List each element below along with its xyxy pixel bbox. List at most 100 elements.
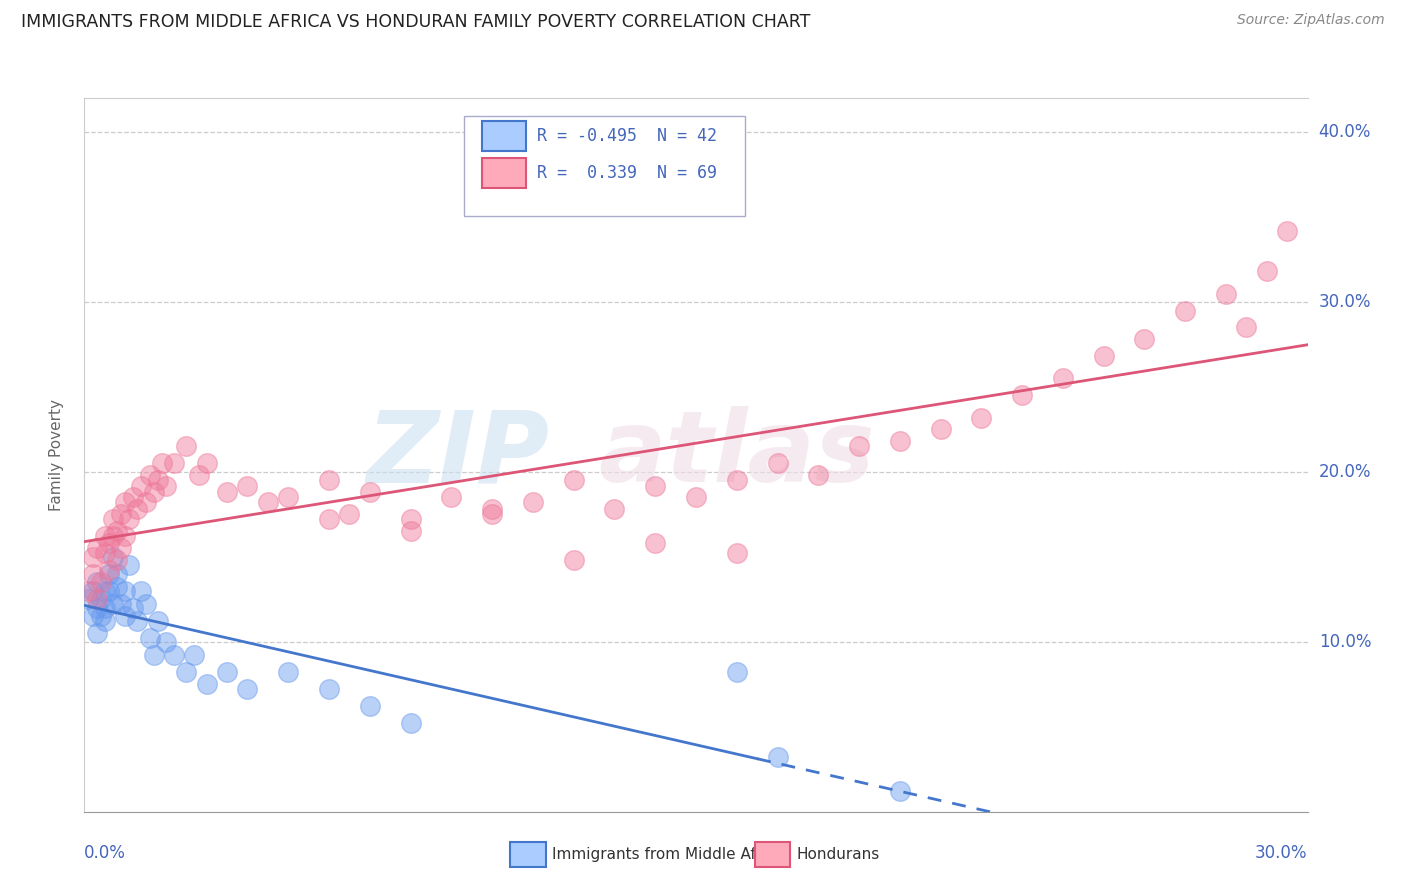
Text: Source: ZipAtlas.com: Source: ZipAtlas.com xyxy=(1237,13,1385,28)
Point xyxy=(90,592,112,607)
Text: Hondurans: Hondurans xyxy=(796,847,880,862)
Point xyxy=(131,478,153,492)
Text: atlas: atlas xyxy=(598,407,875,503)
Point xyxy=(77,592,100,607)
Point xyxy=(163,457,186,471)
Point xyxy=(257,495,280,509)
Point xyxy=(481,508,503,522)
Point xyxy=(82,609,104,624)
Point xyxy=(1174,303,1197,318)
Point xyxy=(105,524,128,539)
Point xyxy=(522,495,544,509)
Point xyxy=(110,598,132,612)
Point xyxy=(101,598,124,612)
Point xyxy=(114,609,136,624)
Point xyxy=(93,583,115,598)
Point xyxy=(725,546,748,560)
Point xyxy=(174,665,197,680)
Point xyxy=(359,485,381,500)
Point xyxy=(807,468,830,483)
Point xyxy=(163,648,186,663)
Point xyxy=(97,564,120,578)
Point xyxy=(174,439,197,453)
Point xyxy=(1215,286,1237,301)
Point xyxy=(82,583,104,598)
Point xyxy=(603,502,626,516)
Point xyxy=(135,598,157,612)
Point xyxy=(277,665,299,680)
Point xyxy=(93,546,115,560)
FancyBboxPatch shape xyxy=(482,121,526,151)
Point xyxy=(77,583,100,598)
Text: 20.0%: 20.0% xyxy=(1319,463,1371,481)
Point xyxy=(118,512,141,526)
Point xyxy=(118,558,141,573)
Point xyxy=(114,583,136,598)
Point xyxy=(195,677,218,691)
Point xyxy=(93,600,115,615)
Point xyxy=(122,600,145,615)
Point xyxy=(90,609,112,624)
Point xyxy=(929,422,952,436)
Point xyxy=(318,682,340,697)
Point xyxy=(155,478,177,492)
Point xyxy=(114,495,136,509)
FancyBboxPatch shape xyxy=(464,116,745,216)
Text: ZIP: ZIP xyxy=(366,407,550,503)
Point xyxy=(86,600,108,615)
Point xyxy=(236,682,259,697)
Point xyxy=(399,512,422,526)
Point xyxy=(848,439,870,453)
Text: Immigrants from Middle Africa: Immigrants from Middle Africa xyxy=(551,847,785,862)
Point xyxy=(339,508,360,522)
Point xyxy=(725,665,748,680)
Point xyxy=(187,468,209,483)
Point xyxy=(82,549,104,564)
Point xyxy=(146,615,169,629)
Point xyxy=(93,615,115,629)
Point xyxy=(1011,388,1033,402)
FancyBboxPatch shape xyxy=(510,842,546,867)
Point xyxy=(644,536,666,550)
Point xyxy=(97,583,120,598)
Point xyxy=(359,699,381,714)
Point xyxy=(1092,350,1115,364)
Text: 10.0%: 10.0% xyxy=(1319,632,1371,651)
Point xyxy=(562,474,585,488)
Point xyxy=(440,491,463,505)
Point xyxy=(101,529,124,543)
Point xyxy=(86,575,108,590)
Point xyxy=(889,784,911,798)
Point xyxy=(766,750,789,764)
Point xyxy=(86,541,108,556)
Point xyxy=(562,553,585,567)
Text: R = -0.495  N = 42: R = -0.495 N = 42 xyxy=(537,127,717,145)
Point xyxy=(150,457,173,471)
Point xyxy=(195,457,218,471)
Point xyxy=(142,485,165,500)
Point xyxy=(93,529,115,543)
Point xyxy=(114,529,136,543)
Point xyxy=(1275,224,1298,238)
Point xyxy=(318,474,340,488)
Point xyxy=(155,635,177,649)
FancyBboxPatch shape xyxy=(482,158,526,188)
FancyBboxPatch shape xyxy=(755,842,790,867)
Point xyxy=(82,566,104,581)
Point xyxy=(127,615,149,629)
Point xyxy=(101,512,124,526)
Point xyxy=(101,549,124,564)
Text: 40.0%: 40.0% xyxy=(1319,123,1371,141)
Point xyxy=(110,508,132,522)
Point xyxy=(138,632,160,646)
Point xyxy=(122,491,145,505)
Point xyxy=(685,491,707,505)
Point xyxy=(105,553,128,567)
Point xyxy=(1234,320,1257,334)
Point xyxy=(889,434,911,449)
Text: IMMIGRANTS FROM MIDDLE AFRICA VS HONDURAN FAMILY POVERTY CORRELATION CHART: IMMIGRANTS FROM MIDDLE AFRICA VS HONDURA… xyxy=(21,13,810,31)
Text: 30.0%: 30.0% xyxy=(1319,293,1371,311)
Point xyxy=(146,474,169,488)
Point xyxy=(105,566,128,581)
Point xyxy=(644,478,666,492)
